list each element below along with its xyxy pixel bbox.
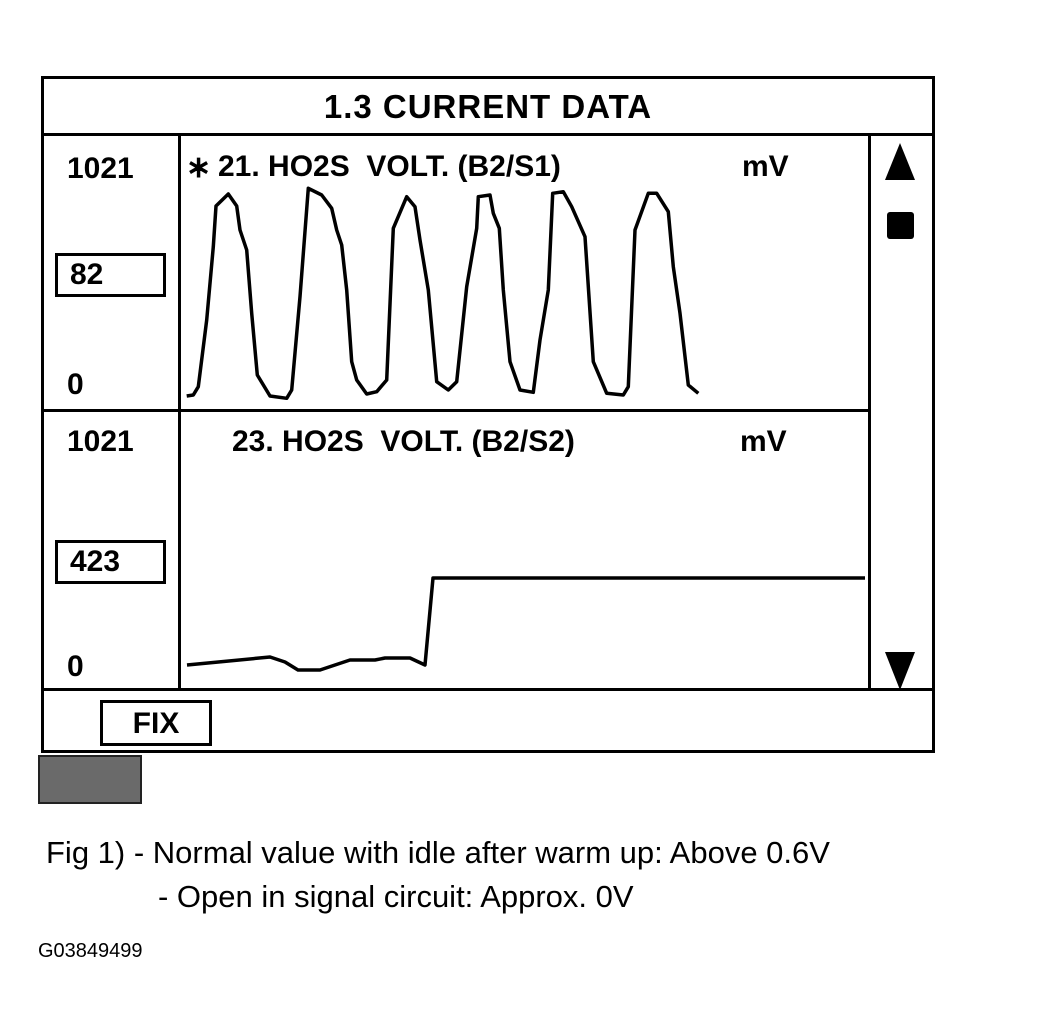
figure-stamp: [38, 755, 142, 804]
panel2-max: 1021: [67, 425, 134, 458]
panel1-value-box: 82: [55, 253, 166, 297]
panel2-waveform: [186, 576, 865, 672]
scan-tool-screen: [41, 76, 935, 753]
caption-line2: - Open in signal circuit: Approx. 0V: [158, 879, 634, 914]
panel1-unit: mV: [742, 150, 789, 183]
divider: [41, 409, 871, 412]
panel2-label[interactable]: 23. HO2S VOLT. (B2/S2): [232, 425, 575, 458]
panel2-unit: mV: [740, 425, 787, 458]
divider: [41, 133, 932, 136]
fix-button[interactable]: FIX: [100, 700, 212, 746]
figure-code: G03849499: [38, 940, 143, 962]
panel1-label[interactable]: 21. HO2S VOLT. (B2/S1): [218, 150, 561, 183]
caption-line1: Fig 1) - Normal value with idle after wa…: [46, 835, 830, 870]
scroll-thumb-icon[interactable]: [887, 212, 914, 239]
screen-title: 1.3 CURRENT DATA: [323, 88, 653, 125]
panel1-waveform: [186, 186, 700, 401]
divider: [868, 133, 871, 691]
panel2-min: 0: [67, 650, 84, 683]
panel1-min: 0: [67, 368, 84, 401]
panel1-marker-icon: ∗: [186, 151, 212, 184]
divider: [178, 133, 181, 691]
scroll-up-icon[interactable]: [885, 143, 915, 180]
scroll-down-icon[interactable]: [885, 652, 915, 690]
panel2-value-box: 423: [55, 540, 166, 584]
panel1-max: 1021: [67, 152, 134, 185]
divider: [41, 688, 932, 691]
